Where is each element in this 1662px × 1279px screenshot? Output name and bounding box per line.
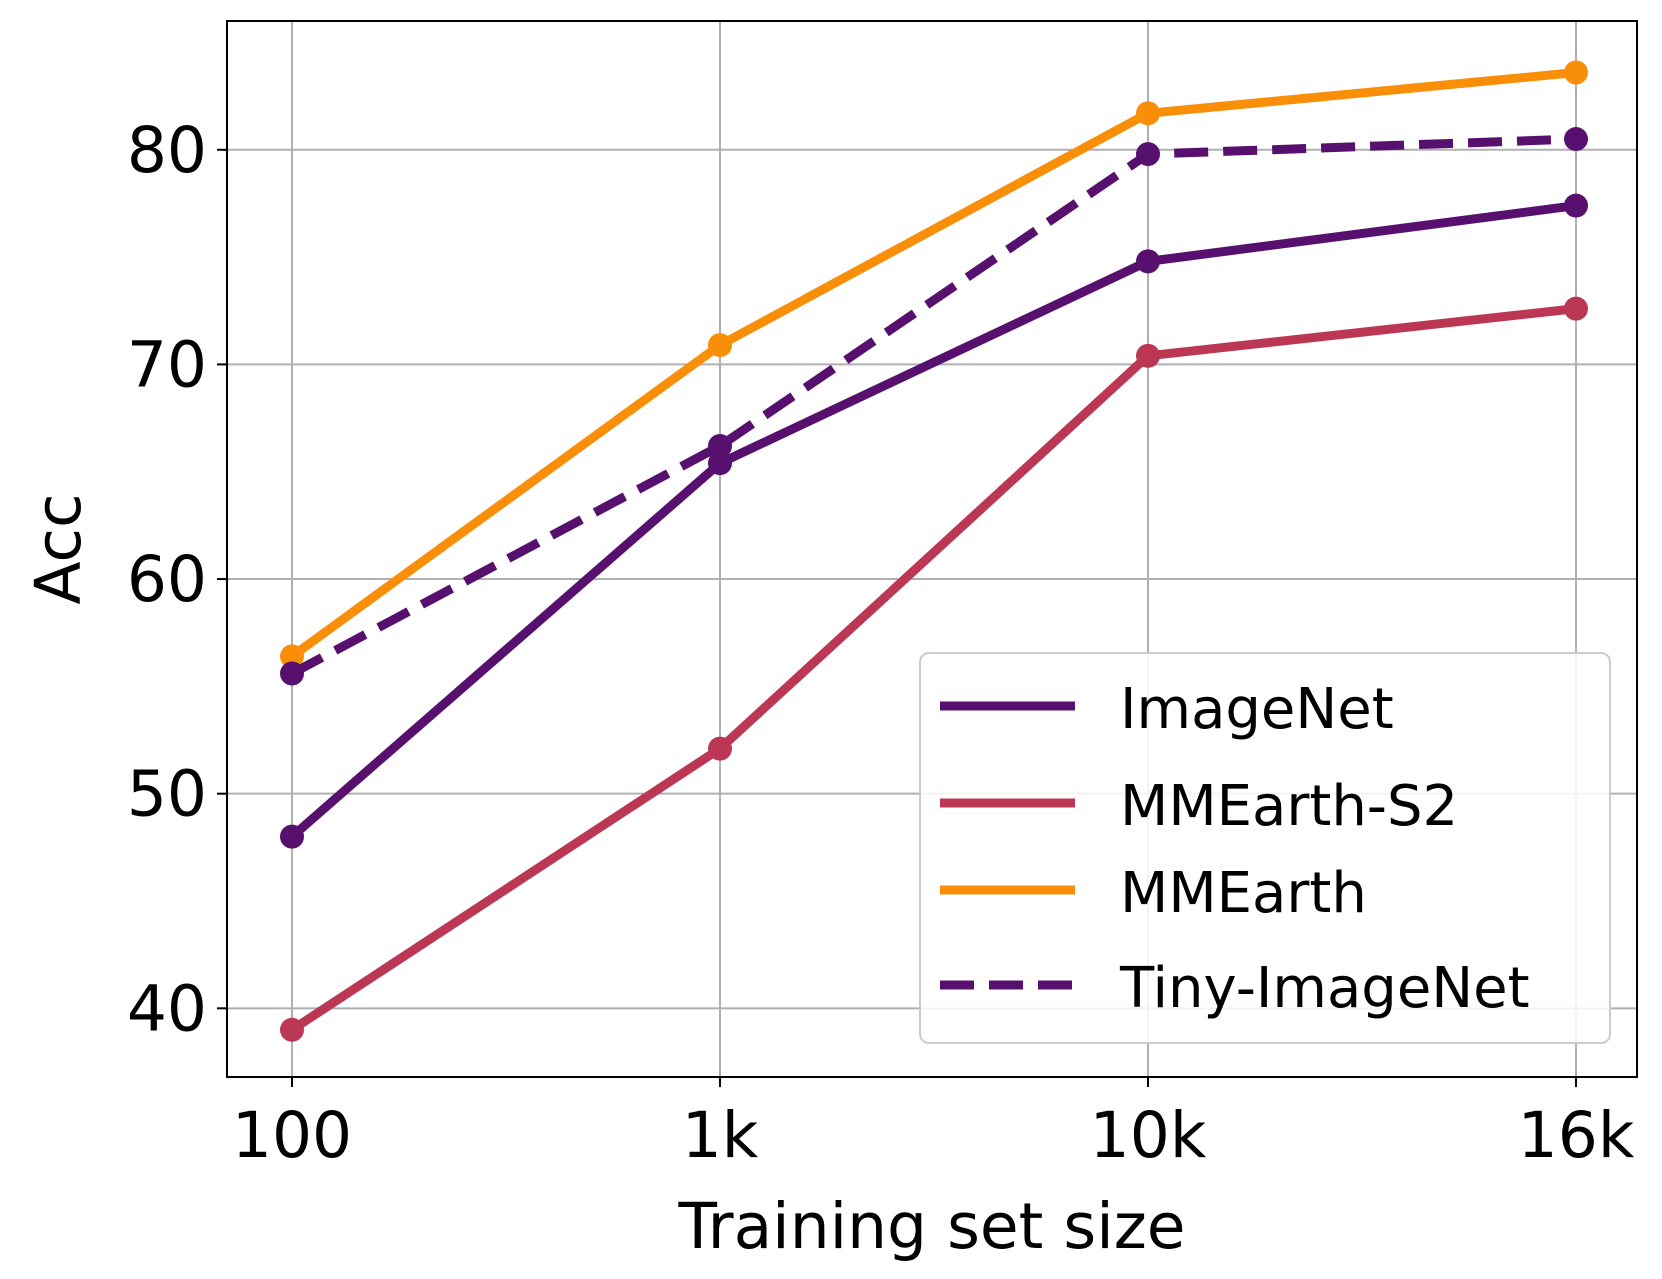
data-point <box>708 736 732 761</box>
legend: ImageNet MMEarth-S2 MMEarth Tiny-ImageNet <box>919 652 1611 1044</box>
data-point <box>708 451 732 476</box>
x-tick-label: 1k <box>682 1099 759 1172</box>
series-line <box>289 134 1577 678</box>
data-point <box>708 333 732 358</box>
legend-item: Tiny-ImageNet <box>940 956 1530 1021</box>
data-point <box>708 433 732 458</box>
legend-label: MMEarth-S2 <box>1120 774 1458 839</box>
data-point <box>1136 249 1160 274</box>
data-point <box>1136 101 1160 126</box>
data-point <box>1564 193 1588 218</box>
legend-item: MMEarth-S2 <box>940 774 1458 839</box>
y-tick-label: 60 <box>127 543 207 616</box>
series-tiny-imagenet <box>280 127 1588 686</box>
legend-item: ImageNet <box>940 677 1394 742</box>
legend-label: Tiny-ImageNet <box>1119 956 1530 1021</box>
data-point <box>1564 296 1588 321</box>
y-tick-label: 80 <box>127 114 207 187</box>
series-mmearth <box>280 60 1588 669</box>
x-tick-label: 10k <box>1090 1099 1207 1172</box>
series-line <box>289 304 1577 1034</box>
data-point <box>280 661 304 686</box>
series-line <box>289 68 1577 660</box>
series-imagenet <box>280 193 1588 849</box>
data-point <box>1564 60 1588 85</box>
data-point <box>280 1017 304 1042</box>
x-tick-label: 100 <box>232 1099 352 1172</box>
data-point <box>1136 142 1160 167</box>
legend-label: ImageNet <box>1120 677 1394 742</box>
data-point <box>280 644 304 669</box>
y-tick-label: 40 <box>127 972 207 1045</box>
series-mmearth-s2 <box>280 296 1588 1042</box>
y-axis-title: Acc <box>22 493 95 604</box>
legend-box <box>919 652 1611 1044</box>
data-point <box>1564 127 1588 152</box>
y-tick-label: 50 <box>127 758 207 831</box>
x-tick-label: 16k <box>1518 1099 1635 1172</box>
series-layer <box>280 60 1588 1042</box>
data-point <box>1136 343 1160 368</box>
y-tick-label: 70 <box>127 328 207 401</box>
axis-ticks: 100 1k 10k 16k 40 50 60 70 80 <box>127 114 1635 1172</box>
series-line <box>289 201 1577 841</box>
x-axis-title: Training set size <box>677 1190 1185 1263</box>
legend-item: MMEarth <box>940 861 1367 926</box>
plot-frame <box>226 20 1638 1078</box>
data-point <box>280 824 304 849</box>
legend-label: MMEarth <box>1120 861 1367 926</box>
